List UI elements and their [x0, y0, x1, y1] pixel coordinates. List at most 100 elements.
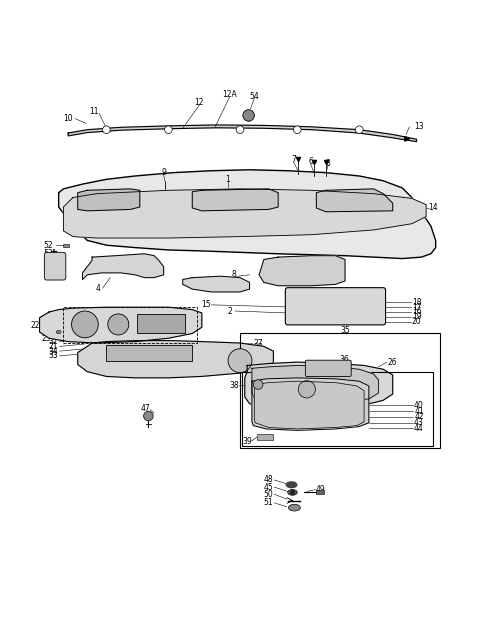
Text: 4: 4 — [96, 284, 100, 293]
Text: 38: 38 — [229, 381, 239, 391]
Bar — [257, 434, 274, 440]
Circle shape — [144, 411, 153, 421]
Bar — [242, 372, 433, 446]
Polygon shape — [316, 189, 393, 212]
Circle shape — [243, 110, 254, 121]
Text: 50: 50 — [264, 490, 274, 499]
Text: 7: 7 — [291, 155, 296, 163]
FancyBboxPatch shape — [285, 288, 385, 325]
Text: 22: 22 — [31, 321, 40, 330]
Text: 42: 42 — [414, 412, 424, 421]
Bar — [63, 307, 197, 343]
Circle shape — [356, 126, 363, 134]
Text: 32: 32 — [48, 337, 58, 346]
Text: 48: 48 — [264, 475, 274, 484]
Circle shape — [72, 311, 98, 338]
Text: 2: 2 — [227, 306, 232, 316]
Text: 41: 41 — [414, 407, 424, 416]
Text: 51: 51 — [264, 499, 274, 507]
Polygon shape — [59, 170, 436, 258]
Text: 49: 49 — [315, 485, 325, 494]
Circle shape — [253, 380, 263, 389]
Text: 11: 11 — [90, 107, 99, 116]
Polygon shape — [68, 125, 417, 142]
Text: 17: 17 — [412, 303, 421, 312]
Polygon shape — [192, 189, 278, 211]
Circle shape — [228, 349, 252, 373]
Polygon shape — [39, 307, 202, 343]
Text: 9: 9 — [161, 168, 166, 177]
Text: 13: 13 — [414, 122, 424, 131]
Polygon shape — [63, 189, 426, 238]
Text: 6: 6 — [308, 157, 313, 166]
Text: 37: 37 — [249, 367, 258, 376]
Bar — [107, 346, 192, 361]
Bar — [137, 314, 185, 333]
Circle shape — [108, 314, 129, 335]
Text: 28: 28 — [253, 343, 263, 353]
Polygon shape — [252, 366, 378, 405]
Bar — [316, 490, 324, 494]
Text: 8: 8 — [232, 270, 237, 280]
Text: 15: 15 — [201, 300, 210, 310]
Text: 30: 30 — [253, 353, 263, 362]
Text: 20: 20 — [412, 317, 421, 326]
Text: 16: 16 — [412, 308, 421, 316]
Ellipse shape — [288, 504, 300, 511]
Text: 53: 53 — [43, 249, 53, 258]
Text: 27: 27 — [253, 338, 263, 348]
Text: 12A: 12A — [222, 90, 237, 99]
Text: 1: 1 — [226, 175, 230, 184]
Text: 40: 40 — [414, 401, 424, 409]
Text: 33: 33 — [48, 351, 58, 361]
Polygon shape — [183, 276, 250, 292]
Text: 25: 25 — [42, 334, 51, 343]
Polygon shape — [254, 381, 364, 429]
Text: 44: 44 — [414, 424, 424, 433]
Text: 23: 23 — [168, 322, 177, 331]
FancyBboxPatch shape — [44, 252, 66, 280]
Ellipse shape — [56, 330, 61, 334]
Circle shape — [165, 126, 172, 134]
Text: 46: 46 — [291, 418, 301, 427]
Text: 5: 5 — [198, 280, 204, 289]
Text: 54: 54 — [250, 92, 259, 101]
Text: 34: 34 — [48, 347, 58, 356]
Text: 24: 24 — [42, 329, 51, 338]
Circle shape — [298, 381, 315, 398]
Polygon shape — [252, 378, 369, 431]
Circle shape — [236, 126, 244, 134]
Text: 52: 52 — [43, 241, 53, 250]
FancyBboxPatch shape — [305, 360, 351, 376]
Text: 39: 39 — [242, 437, 252, 446]
Text: 29: 29 — [253, 348, 263, 357]
Text: 21: 21 — [48, 342, 58, 351]
Text: 35: 35 — [340, 326, 350, 334]
Bar — [63, 244, 69, 246]
Text: 26: 26 — [388, 358, 397, 367]
Text: 8: 8 — [326, 158, 331, 168]
Text: 36: 36 — [339, 355, 349, 364]
Ellipse shape — [288, 489, 297, 495]
Text: 31: 31 — [253, 358, 263, 367]
Text: 12: 12 — [195, 99, 204, 107]
Text: 18: 18 — [412, 298, 421, 307]
Text: 14: 14 — [429, 203, 438, 212]
Circle shape — [293, 126, 301, 134]
Bar — [240, 333, 441, 448]
Text: 10: 10 — [63, 114, 73, 123]
Polygon shape — [245, 362, 393, 410]
Text: 3: 3 — [84, 268, 89, 277]
Circle shape — [290, 490, 294, 494]
Text: 45: 45 — [264, 482, 274, 492]
Circle shape — [103, 126, 110, 134]
Polygon shape — [259, 256, 345, 286]
Polygon shape — [405, 137, 409, 141]
Text: 47: 47 — [141, 404, 150, 413]
Polygon shape — [83, 254, 164, 280]
Text: 19: 19 — [412, 312, 421, 321]
Text: 43: 43 — [414, 418, 424, 427]
Ellipse shape — [286, 482, 297, 487]
Polygon shape — [78, 189, 140, 211]
Polygon shape — [78, 341, 274, 378]
